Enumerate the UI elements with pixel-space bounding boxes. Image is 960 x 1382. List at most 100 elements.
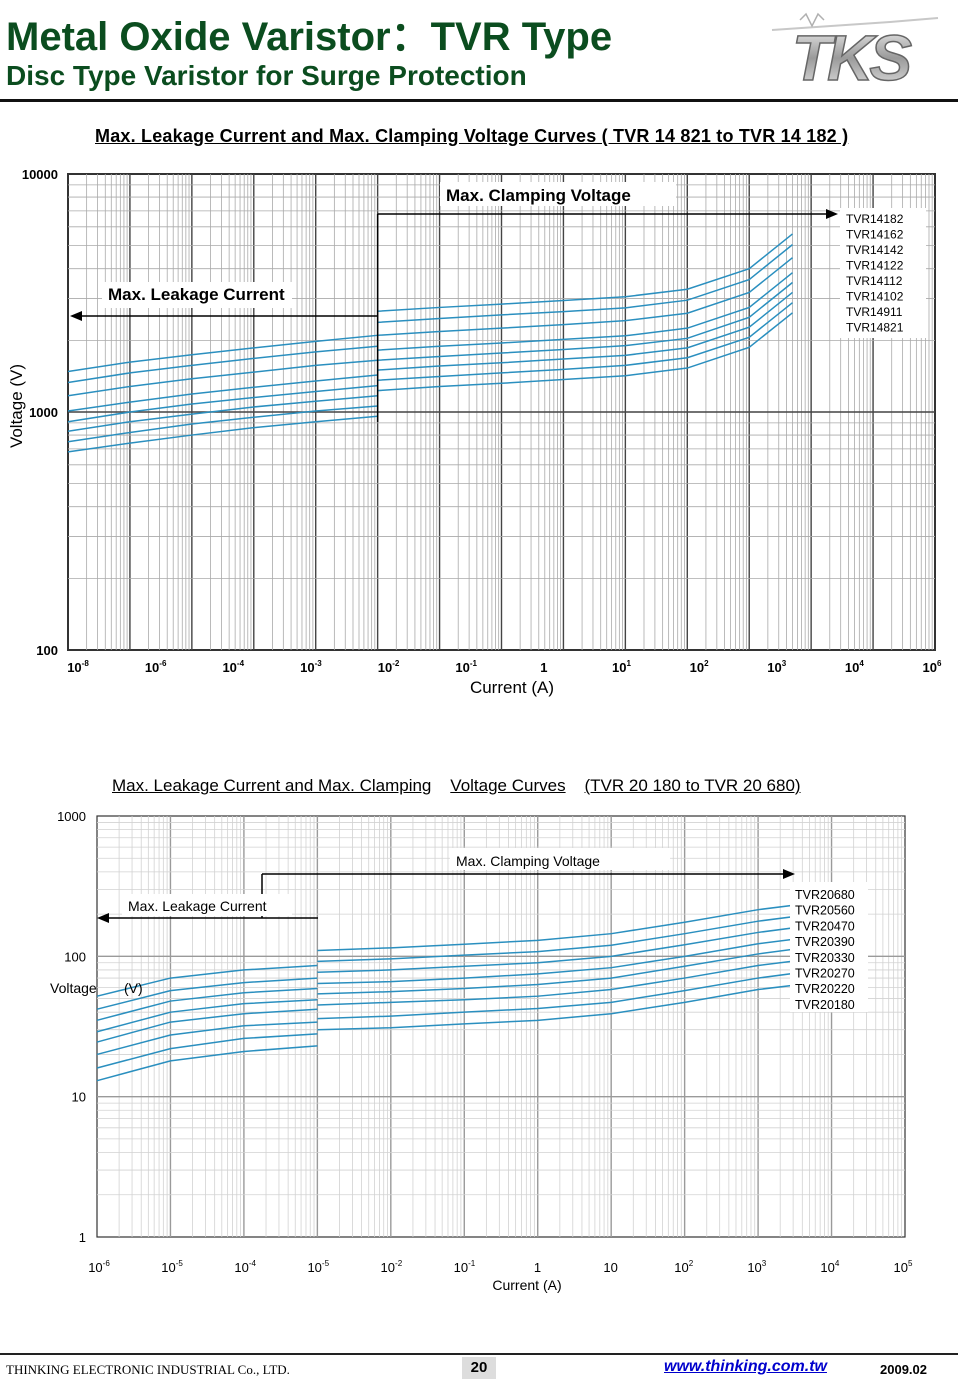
chart1-y-axis-label: Voltage (V)	[7, 364, 26, 448]
c2-clamping-arrow-head	[783, 869, 795, 879]
c1-leakage-label-bg	[102, 282, 292, 308]
c1-x-tick-label: 106	[923, 659, 942, 675]
c2-clamping-label-bg	[450, 848, 670, 870]
chart2-x-axis-label: Current (A)	[492, 1277, 561, 1293]
c2-clamping-line-TVR20270	[317, 955, 832, 1006]
c1-leakage-line-TVR14142	[67, 359, 378, 397]
chart2-y-axis-label: Voltage	[50, 980, 97, 996]
chart1: Max. Clamping Voltage Max. Leakage Curren…	[7, 167, 942, 697]
c1-clamping-line-TVR14142	[377, 257, 793, 337]
c1-clamping-arrow-head	[826, 209, 838, 219]
c2-leakage-line-TVR20270	[96, 1021, 318, 1056]
c1-x-tick-label: 10-8	[67, 659, 89, 675]
page-title: Metal Oxide Varistor：TVR Type	[6, 15, 613, 59]
c1-leakage-label: Max. Leakage Current	[108, 285, 285, 304]
chart2-title-part3: (TVR 20 180 to TVR 20 680)	[584, 776, 801, 795]
c2-x-tick-label: 10-6	[88, 1259, 110, 1275]
c2-x-tick-label: 10	[603, 1260, 617, 1275]
chart2-title: Max. Leakage Current and Max. Clamping V…	[112, 776, 801, 796]
c2-clamping-line-TVR20180	[317, 979, 832, 1031]
c1-legend-item: TVR14142	[846, 243, 904, 257]
c1-legend-item: TVR14911	[846, 305, 903, 319]
c2-clamping-line-TVR20470	[317, 922, 832, 974]
c1-y-tick-label: 1000	[29, 405, 58, 420]
footer-divider	[0, 1353, 958, 1355]
company-logo: TKS	[771, 12, 939, 90]
c1-leakage-line-TVR14821	[67, 415, 378, 453]
c2-leakage-line-TVR20390	[96, 999, 318, 1033]
c2-x-tick-label: 10-5	[307, 1259, 329, 1275]
c1-leakage-line-TVR14911	[67, 405, 378, 443]
header-divider	[0, 99, 958, 102]
c1-x-tick-label: 10-3	[300, 659, 322, 675]
chart2: Max. Clamping Voltage Max. Leakage Curren…	[50, 809, 913, 1293]
c1-y-tick-label: 100	[36, 643, 58, 658]
c1-leakage-line-TVR14162	[67, 345, 378, 384]
c1-clamping-line-TVR14182	[377, 233, 793, 313]
c2-x-tick-label: 10-2	[381, 1259, 403, 1275]
c1-clamping-line-TVR14911	[377, 302, 793, 381]
c2-y-tick-label: 10	[72, 1090, 86, 1105]
c2-clamping-line-TVR20560	[317, 910, 832, 963]
c1-leakage-arrow-head	[70, 311, 82, 321]
footer-date: 2009.02	[880, 1362, 927, 1377]
c2-legend-item: TVR20220	[795, 982, 855, 996]
c1-leakage-line-TVR14122	[67, 374, 378, 412]
chart1-x-axis-label: Current (A)	[470, 678, 554, 697]
c2-clamping-line-TVR20680	[317, 899, 832, 952]
c1-clamping-line-TVR14162	[377, 244, 793, 324]
c1-x-tick-label: 10-1	[455, 659, 477, 675]
c2-x-tick-label: 102	[674, 1259, 693, 1275]
c2-leakage-line-TVR20330	[96, 1008, 318, 1043]
c1-legend-item: TVR14162	[846, 228, 904, 242]
c2-leakage-label-bg	[122, 894, 292, 916]
c1-x-tick-label: 104	[845, 659, 864, 675]
c2-legend-bg	[790, 882, 868, 1012]
c2-legend-item: TVR20390	[795, 935, 855, 949]
c2-legend-item: TVR20180	[795, 998, 855, 1012]
c1-y-tick-label: 10000	[22, 167, 58, 182]
c2-y-tick-label: 1	[79, 1230, 86, 1245]
c2-x-tick-label: 10-5	[161, 1259, 183, 1275]
c1-x-tick-label: 10-2	[378, 659, 400, 675]
c2-y-tick-label: 1000	[57, 809, 86, 824]
c1-x-tick-label: 101	[612, 659, 631, 675]
c1-x-tick-label: 103	[767, 659, 786, 675]
svg-text:TKS: TKS	[792, 22, 912, 90]
page-number: 20	[462, 1357, 496, 1379]
c1-leakage-line-TVR14102	[67, 395, 378, 433]
c2-clamping-line-TVR20390	[317, 933, 832, 985]
c2-x-tick-label: 103	[747, 1259, 766, 1275]
page-subtitle: Disc Type Varistor for Surge Protection	[6, 60, 527, 91]
chart2-title-part1: Max. Leakage Current and Max. Clamping	[112, 776, 432, 795]
website-link[interactable]: www.thinking.com.tw	[664, 1358, 827, 1375]
c2-legend-item: TVR20680	[795, 888, 855, 902]
c1-clamping-line-TVR14112	[377, 281, 793, 361]
c2-leakage-line-TVR20680	[96, 964, 318, 997]
footer-company: THINKING ELECTRONIC INDUSTRIAL Co., LTD.	[6, 1362, 290, 1377]
c1-clamping-label: Max. Clamping Voltage	[446, 186, 631, 205]
c2-leakage-line-TVR20180	[96, 1045, 318, 1082]
c2-legend-item: TVR20330	[795, 951, 855, 965]
c1-leakage-line-TVR14112	[67, 384, 378, 423]
c1-clamping-line-TVR14821	[377, 312, 793, 392]
c2-x-tick-label: 10-1	[454, 1259, 476, 1275]
c1-x-tick-label: 1	[540, 660, 547, 675]
c2-legend-item: TVR20270	[795, 967, 855, 981]
c1-legend-item: TVR14182	[846, 212, 904, 226]
c2-plot-frame	[96, 815, 906, 1238]
c2-leakage-line-TVR20470	[96, 987, 318, 1022]
c1-clamping-line-TVR14102	[377, 291, 793, 371]
c2-leakage-line-TVR20220	[96, 1033, 318, 1069]
c2-y-tick-label: 100	[64, 949, 86, 964]
c1-leakage-line-TVR14182	[67, 334, 378, 373]
chart2-title-part2: Voltage Curves	[450, 776, 566, 795]
c2-x-tick-label: 104	[820, 1259, 839, 1275]
chart1-title: Max. Leakage Current and Max. Clamping V…	[95, 126, 849, 146]
c1-legend-bg	[840, 208, 926, 338]
c2-x-tick-label: 105	[894, 1259, 913, 1275]
c1-legend-item: TVR14102	[846, 290, 904, 304]
c1-x-tick-label: 10-4	[222, 659, 244, 675]
c2-clamping-line-TVR20330	[317, 943, 832, 995]
c2-clamping-label: Max. Clamping Voltage	[456, 853, 600, 869]
